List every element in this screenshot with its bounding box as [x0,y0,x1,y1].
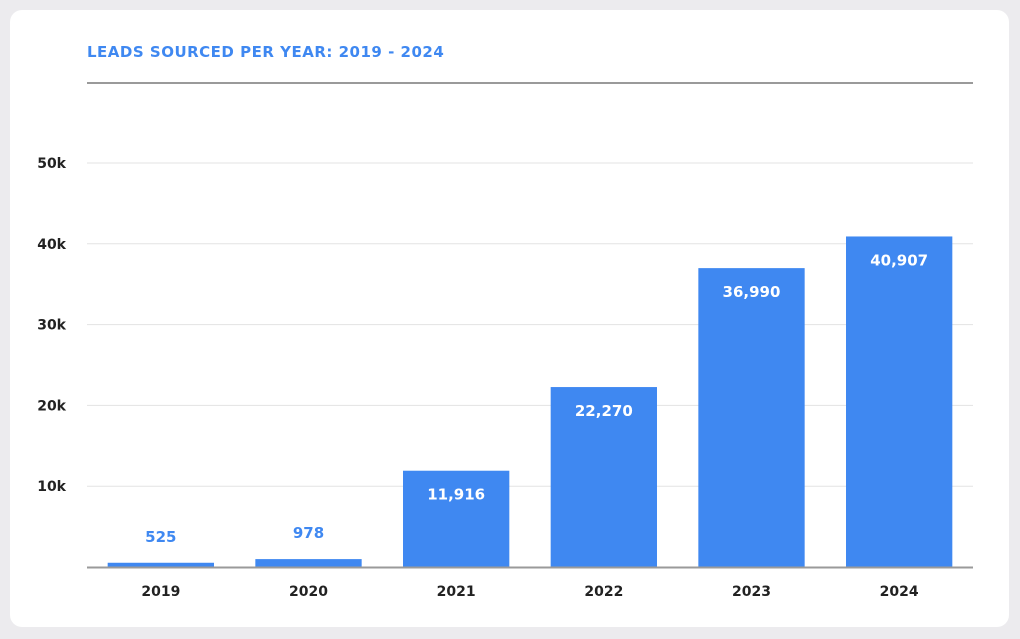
title-divider [87,82,973,84]
gridlines [87,162,973,487]
x-tick-label-2024: 2024 [880,584,919,600]
chart-card [10,10,1009,627]
data-label-2021: 11,916 [427,486,485,504]
x-tick-label-2021: 2021 [437,584,476,600]
bar-2023 [698,268,805,567]
bar-2021 [403,470,510,567]
data-label-2023: 36,990 [723,283,781,301]
x-tick-label-2019: 2019 [141,584,180,600]
y-tick-label: 40k [37,237,66,253]
x-tick-label-2022: 2022 [584,584,623,600]
bar-2024 [846,236,953,567]
data-label-2020: 978 [293,524,324,542]
labels: 525 978 11,916 22,270 36,990 40,907 [145,251,928,545]
data-label-2022: 22,270 [575,402,633,420]
bar-2020 [255,559,362,567]
bars [107,236,953,567]
axes: 10k 20k 30k 40k 50k 2019 2020 2021 2022 2023 2024 [37,156,973,600]
y-tick-label: 20k [37,398,66,414]
bar-2022 [550,387,657,567]
y-tick-label: 30k [37,318,66,334]
y-tick-label: 50k [37,156,66,172]
x-tick-label-2023: 2023 [732,584,771,600]
bar-2019 [107,562,214,567]
data-label-2019: 525 [145,528,176,546]
x-tick-label-2020: 2020 [289,584,328,600]
y-tick-label: 10k [37,479,66,495]
data-label-2024: 40,907 [870,251,928,269]
chart-title: LEADS SOURCED PER YEAR: 2019 - 2024 [87,43,445,61]
